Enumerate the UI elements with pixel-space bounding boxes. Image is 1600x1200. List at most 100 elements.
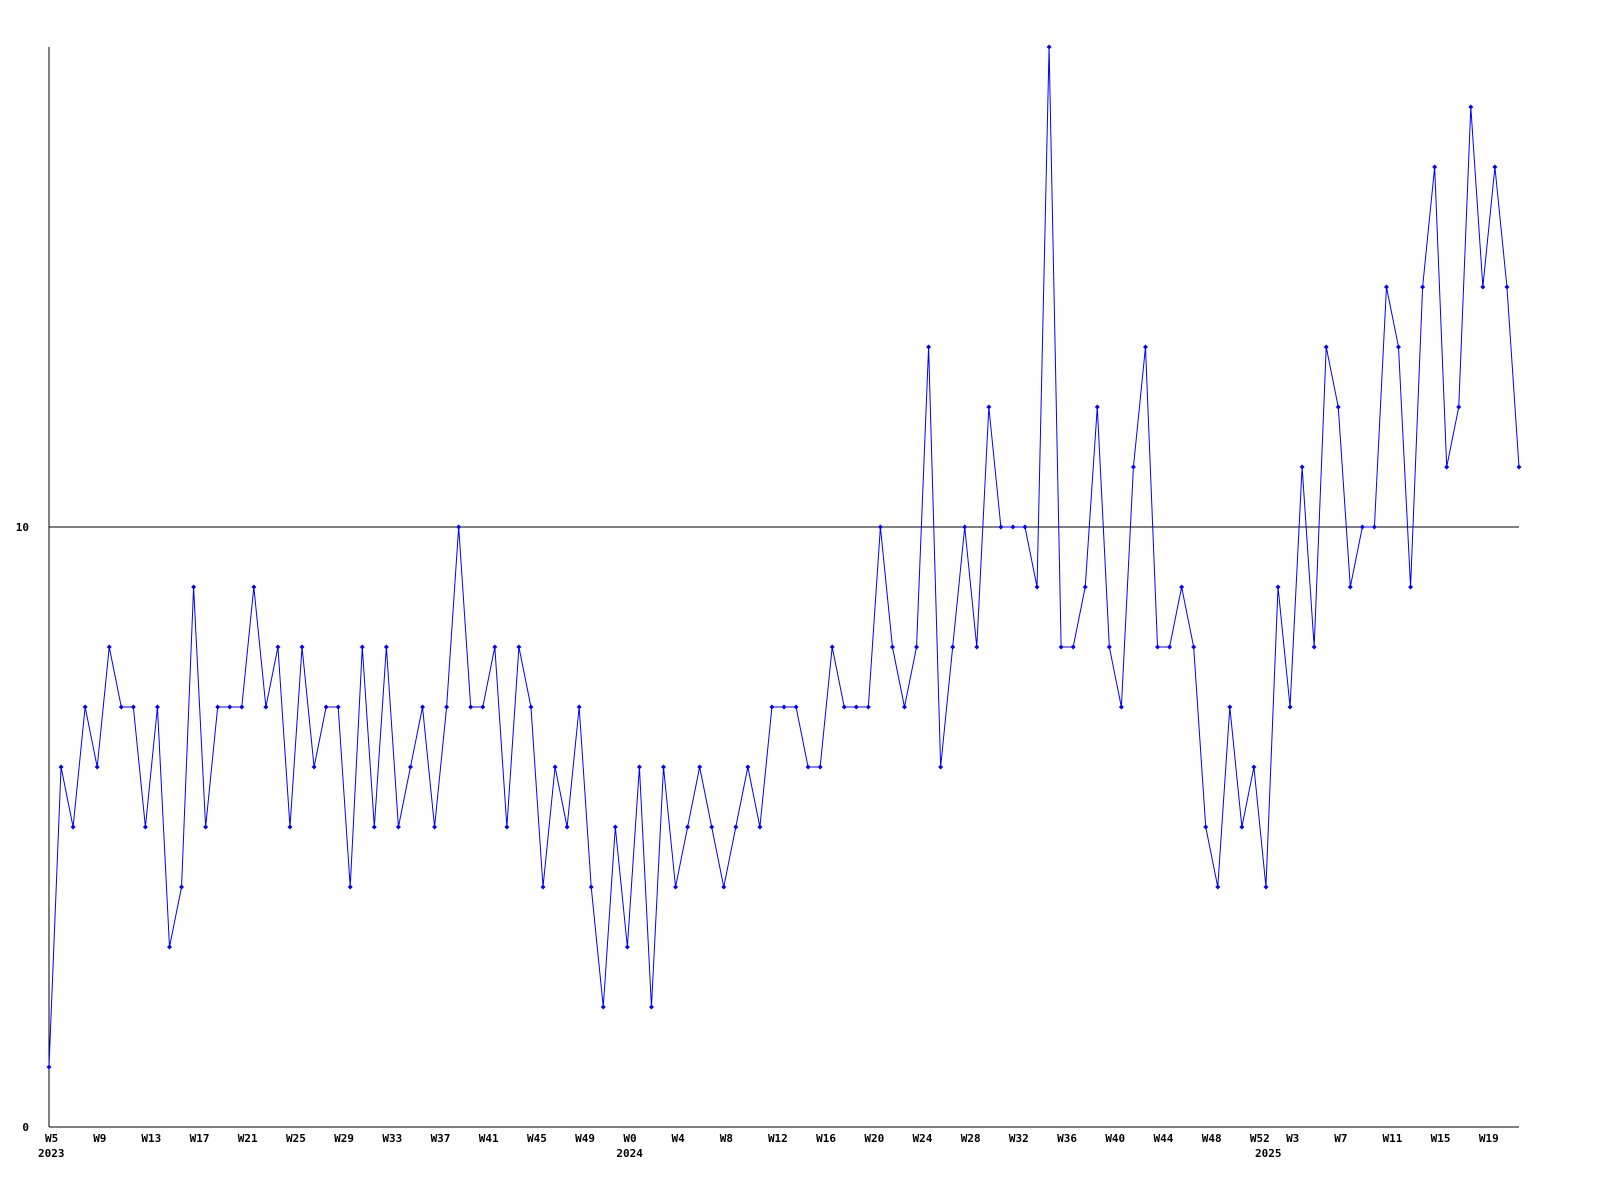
data-point xyxy=(636,764,642,770)
data-point xyxy=(420,704,426,710)
data-point xyxy=(1311,644,1317,650)
data-point xyxy=(998,524,1004,530)
data-point xyxy=(1359,524,1365,530)
data-point xyxy=(1215,884,1221,890)
data-point xyxy=(648,1004,654,1010)
x-tick-label: W5 xyxy=(45,1132,58,1145)
data-point xyxy=(383,644,389,650)
data-point xyxy=(407,764,413,770)
data-point xyxy=(1106,644,1112,650)
data-point xyxy=(1191,644,1197,650)
data-point xyxy=(1480,284,1486,290)
data-point xyxy=(841,704,847,710)
x-tick-label: W0 xyxy=(623,1132,636,1145)
data-point xyxy=(46,1064,52,1070)
data-point xyxy=(1251,764,1257,770)
data-point xyxy=(1130,464,1136,470)
x-tick-label: W40 xyxy=(1105,1132,1125,1145)
data-point xyxy=(1335,404,1341,410)
x-tick-label: W13 xyxy=(141,1132,161,1145)
data-point xyxy=(480,704,486,710)
data-point xyxy=(552,764,558,770)
data-point xyxy=(697,764,703,770)
y-tick-label: 10 xyxy=(16,521,29,534)
data-point xyxy=(829,644,835,650)
data-point xyxy=(1118,704,1124,710)
data-point xyxy=(1444,464,1450,470)
data-point xyxy=(1082,584,1088,590)
x-tick-label: W7 xyxy=(1334,1132,1347,1145)
x-tick-label: W41 xyxy=(479,1132,499,1145)
data-point xyxy=(853,704,859,710)
data-point xyxy=(974,644,980,650)
data-point xyxy=(142,824,148,830)
x-tick-label: W4 xyxy=(672,1132,686,1145)
year-label: 2024 xyxy=(616,1147,643,1160)
data-point xyxy=(1299,464,1305,470)
data-point xyxy=(962,524,968,530)
data-point xyxy=(1516,464,1522,470)
data-point xyxy=(1408,584,1414,590)
data-point xyxy=(661,764,667,770)
data-point xyxy=(251,584,257,590)
data-point xyxy=(263,704,269,710)
data-point xyxy=(371,824,377,830)
x-tick-label: W21 xyxy=(238,1132,258,1145)
x-tick-label: W17 xyxy=(190,1132,210,1145)
data-point xyxy=(239,704,245,710)
data-point xyxy=(600,1004,606,1010)
data-point xyxy=(588,884,594,890)
x-tick-label: W32 xyxy=(1009,1132,1029,1145)
x-tick-label: W25 xyxy=(286,1132,306,1145)
data-point xyxy=(1347,584,1353,590)
data-point xyxy=(769,704,775,710)
data-point xyxy=(733,824,739,830)
data-point xyxy=(745,764,751,770)
x-tick-label: W20 xyxy=(864,1132,884,1145)
x-tick-label: W24 xyxy=(913,1132,933,1145)
x-tick-label: W28 xyxy=(961,1132,981,1145)
data-point xyxy=(1058,644,1064,650)
x-tick-label: W48 xyxy=(1202,1132,1222,1145)
data-point xyxy=(299,644,305,650)
data-point xyxy=(1022,524,1028,530)
data-point xyxy=(456,524,462,530)
data-point xyxy=(528,704,534,710)
data-point xyxy=(130,704,136,710)
data-point xyxy=(70,824,76,830)
data-point xyxy=(1323,344,1329,350)
data-point xyxy=(516,644,522,650)
data-point xyxy=(94,764,100,770)
data-point xyxy=(576,704,582,710)
data-point xyxy=(1239,824,1245,830)
x-tick-label: W3 xyxy=(1286,1132,1299,1145)
data-point xyxy=(540,884,546,890)
data-point xyxy=(1010,524,1016,530)
data-point xyxy=(817,764,823,770)
data-point xyxy=(215,704,221,710)
x-tick-label: W52 xyxy=(1250,1132,1270,1145)
data-point xyxy=(986,404,992,410)
x-tick-label: W37 xyxy=(431,1132,451,1145)
data-point xyxy=(1504,284,1510,290)
data-point xyxy=(926,344,932,350)
x-tick-label: W49 xyxy=(575,1132,595,1145)
data-point xyxy=(914,644,920,650)
data-point xyxy=(1383,284,1389,290)
x-tick-label: W45 xyxy=(527,1132,547,1145)
data-point xyxy=(323,704,329,710)
data-point xyxy=(709,824,715,830)
data-point xyxy=(468,704,474,710)
data-point xyxy=(203,824,209,830)
data-point xyxy=(1396,344,1402,350)
data-line xyxy=(48,46,1520,1068)
data-point xyxy=(721,884,727,890)
data-point xyxy=(106,644,112,650)
data-point xyxy=(1179,584,1185,590)
data-point xyxy=(1287,704,1293,710)
data-point xyxy=(1227,704,1233,710)
data-point xyxy=(154,704,160,710)
data-point xyxy=(335,704,341,710)
x-tick-label: W15 xyxy=(1431,1132,1451,1145)
